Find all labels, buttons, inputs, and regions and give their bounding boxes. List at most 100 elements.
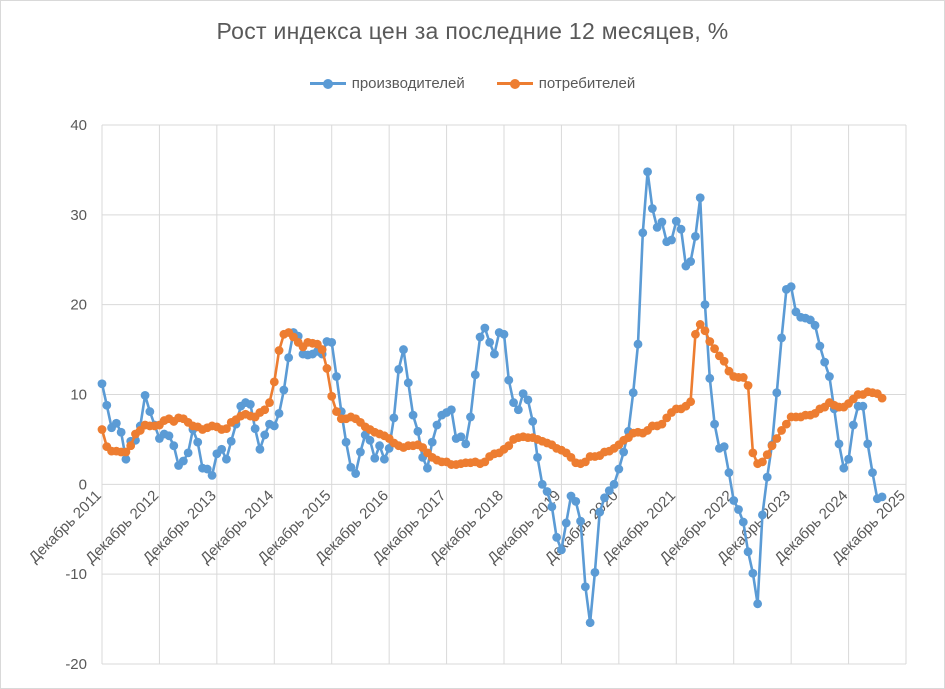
data-point <box>346 462 356 472</box>
data-point <box>164 431 174 441</box>
data-point <box>868 468 877 478</box>
data-point <box>580 582 590 592</box>
data-point <box>365 435 375 445</box>
data-point <box>571 497 581 506</box>
data-point <box>719 442 729 452</box>
data-point <box>121 447 131 457</box>
data-point <box>97 379 107 389</box>
data-point <box>461 439 471 449</box>
y-tick-label: 20 <box>70 297 87 314</box>
chart-title: Рост индекса цен за последние 12 месяцев… <box>216 18 729 44</box>
data-point <box>456 432 466 442</box>
data-point <box>269 421 279 431</box>
y-tick-label: 0 <box>79 476 87 493</box>
data-point <box>686 257 696 266</box>
data-point <box>537 479 547 489</box>
data-point <box>183 448 193 458</box>
data-point <box>226 436 236 446</box>
data-point <box>202 464 212 474</box>
data-point <box>432 420 442 430</box>
data-point <box>403 378 413 388</box>
data-point <box>781 419 791 429</box>
data-point <box>705 337 715 346</box>
y-tick-label: 10 <box>70 387 87 404</box>
data-point <box>863 439 873 449</box>
data-point <box>317 345 327 354</box>
data-point <box>327 391 337 401</box>
y-tick-label: -20 <box>65 656 87 673</box>
data-point <box>839 463 849 473</box>
data-point <box>877 393 887 403</box>
data-point <box>102 400 112 410</box>
data-point <box>513 405 523 415</box>
data-point <box>222 454 231 464</box>
chart-legend: производителей потребителей <box>0 75 945 92</box>
data-point <box>877 492 887 502</box>
legend-swatch-producers <box>309 78 346 89</box>
data-point <box>222 424 231 434</box>
data-point <box>399 345 408 354</box>
data-point <box>427 437 437 447</box>
data-point <box>370 453 380 463</box>
data-point <box>858 401 868 411</box>
data-point <box>356 447 365 457</box>
data-point <box>446 405 456 415</box>
data-point <box>710 344 719 354</box>
data-point <box>585 618 595 628</box>
data-point <box>758 457 767 467</box>
data-point <box>557 545 566 555</box>
data-point <box>260 405 270 415</box>
data-point <box>245 399 255 409</box>
data-point <box>748 448 758 458</box>
data-point <box>815 341 825 351</box>
data-point <box>638 228 648 238</box>
data-point <box>255 444 265 454</box>
data-point <box>408 410 418 420</box>
data-point <box>126 441 136 451</box>
data-point <box>193 437 203 447</box>
data-point <box>676 224 686 234</box>
data-point <box>274 346 284 355</box>
data-point <box>97 425 107 434</box>
data-point <box>509 398 518 407</box>
legend-item-consumers: потребителей <box>496 75 635 92</box>
data-point <box>748 568 758 578</box>
data-point <box>743 381 753 390</box>
data-point <box>848 420 858 430</box>
legend-swatch-consumers <box>496 78 533 89</box>
data-point <box>753 599 763 609</box>
data-point <box>250 424 260 434</box>
data-point <box>351 469 361 478</box>
data-point <box>145 407 155 416</box>
data-point <box>279 385 289 395</box>
data-point <box>671 216 681 226</box>
data-point <box>490 349 499 359</box>
data-point <box>772 434 782 443</box>
data-point <box>825 372 834 381</box>
data-point <box>820 357 830 367</box>
data-point <box>523 395 533 405</box>
data-point <box>140 390 150 400</box>
data-point <box>657 217 667 227</box>
data-point <box>691 329 700 339</box>
y-tick-label: -10 <box>65 566 87 583</box>
data-point <box>466 412 475 422</box>
legend-item-producers: производителей <box>309 75 465 92</box>
data-point <box>542 487 552 496</box>
data-point <box>332 407 341 416</box>
data-point <box>762 450 772 460</box>
data-point <box>379 454 389 464</box>
data-point <box>499 329 509 339</box>
data-point <box>633 339 643 349</box>
data-point <box>274 408 284 418</box>
data-point <box>628 388 638 398</box>
data-point <box>738 373 748 382</box>
data-point <box>600 493 609 503</box>
data-point <box>647 204 657 213</box>
data-point <box>533 452 542 462</box>
data-point <box>777 333 786 343</box>
data-point <box>528 417 538 426</box>
data-point <box>609 479 619 489</box>
data-point <box>504 441 514 451</box>
data-point <box>758 510 767 520</box>
